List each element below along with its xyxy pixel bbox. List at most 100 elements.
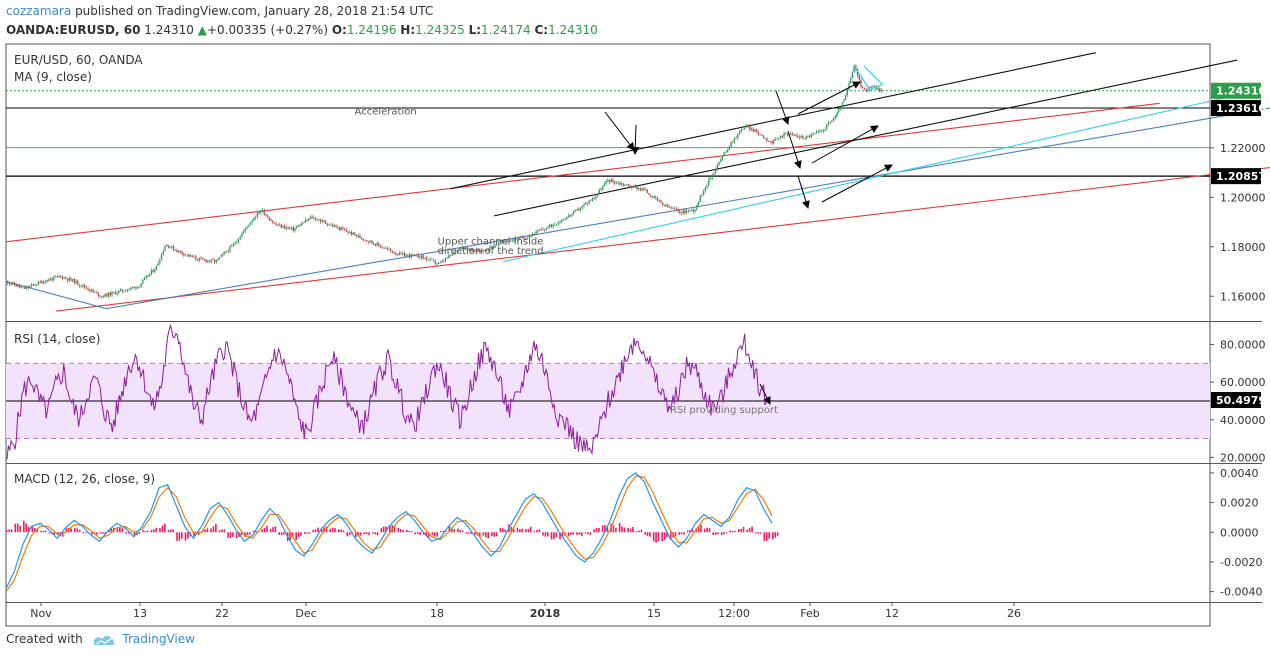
high-label: H: [400,23,416,37]
macd-hist-bar [167,530,170,533]
macd-hist-bar [357,532,359,536]
rsi-pane-title: RSI (14, close) [14,332,100,346]
macd-hist-bar [601,525,604,533]
candle-body [790,133,792,135]
candle-body [87,288,89,291]
candle-body [603,183,606,187]
macd-hist-bar [385,526,387,533]
author-link[interactable]: cozzamara [6,4,72,18]
candle-body [102,296,105,298]
open-value: 1.24196 [346,23,397,37]
rsi-line [6,323,769,460]
candle-body [822,130,824,132]
candle-body [817,131,819,132]
candle-body [662,202,664,205]
candle-body [855,65,857,70]
candle-body [249,222,252,226]
candle-body [643,188,645,190]
chart-header: cozzamara published on TradingView.com, … [0,0,1270,44]
close-label: C: [534,23,549,37]
candle-body [653,195,655,198]
candle-body [597,193,599,196]
candle-body [371,240,373,244]
candle-body [836,112,838,117]
tradingview-brand-link[interactable]: TradingView [122,632,195,646]
macd-tick-label-1: 0.0020 [1220,497,1259,510]
level-label-2: 1.20857 [1216,170,1266,183]
macd-hist-bar [235,532,238,539]
macd-hist-bar [40,530,42,533]
candle-body [521,236,524,239]
candle-body [833,118,835,122]
candle-body [395,253,397,255]
candle-body [210,259,212,262]
macd-hist-bar [542,532,544,536]
candle-body [364,240,366,241]
macd-hist-bar [598,527,600,533]
macd-hist-bar [516,527,519,533]
candle-body [634,185,636,187]
cyan-pattern-triangle [853,65,884,92]
macd-hist-bar [363,532,366,535]
candle-body [872,87,874,88]
candle-body [785,133,787,134]
macd-signal-line [5,475,773,592]
candle-body [491,246,493,247]
macd-hist-bar [331,527,334,533]
macd-hist-bar [547,532,549,537]
annotation-acceleration: Acceleration [355,106,417,117]
macd-hist-bar [74,527,76,533]
macd-hist-bar [495,532,498,537]
candle-body [867,89,869,92]
level-label-bg-0 [1211,82,1261,99]
macd-hist-bar [655,532,657,543]
macd-hist-bar [533,530,536,533]
candle-body [439,262,441,263]
candle-body [261,209,264,211]
candle-body [431,258,433,260]
macd-hist-bar [312,529,314,533]
macd-hist-bar [731,531,734,533]
candle-body [75,280,77,284]
macd-hist-bar [337,529,340,533]
macd-hist-bar [368,532,370,536]
candle-body [383,247,385,249]
macd-hist-bar [146,530,149,533]
candle-body [477,249,479,252]
candle-body [302,222,305,224]
candle-body [713,173,715,175]
macd-hist-bar [44,530,47,533]
macd-line [5,472,773,589]
candles-group [5,64,883,299]
macd-hist-bar [536,530,538,533]
macd-hist-bar [138,532,141,535]
candle-body [497,242,500,246]
candle-body [574,209,577,212]
macd-hist-bar [629,528,632,533]
plot-frame [5,43,1211,627]
candle-body [826,124,828,130]
macd-hist-bar [283,532,285,535]
candle-body [834,116,836,119]
macd-hist-bar [615,527,617,533]
macd-hist-bar [581,532,583,537]
candle-body [24,287,26,289]
macd-hist-bar [8,529,10,533]
candle-body [489,246,491,250]
macd-hist-bar [527,528,530,533]
macd-hist-bar [712,532,715,536]
candle-body [167,245,170,248]
candle-body [441,260,443,263]
candle-body [774,138,777,140]
candle-body [744,126,746,130]
candle-body [800,136,802,138]
macd-hist-bar [465,532,468,534]
macd-hist-bar [416,532,419,535]
candle-body [393,252,395,254]
candle-body [429,258,431,260]
candle-body [745,125,748,127]
candle-body [34,284,36,286]
x-tick-label-7: 12:00 [718,607,750,620]
candle-body [626,184,628,185]
